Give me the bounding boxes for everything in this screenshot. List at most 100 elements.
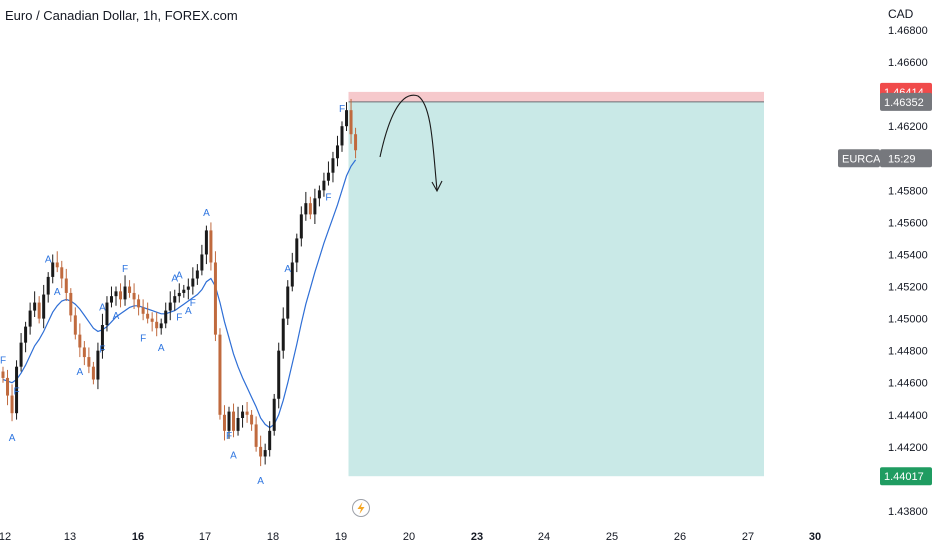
current-price-badge [880, 92, 932, 111]
signal-marker: A [158, 343, 165, 354]
candle-body [186, 286, 190, 290]
candle-body [313, 198, 317, 215]
signal-marker: F [190, 298, 196, 309]
signal-marker: A [230, 450, 237, 461]
candle-body [123, 286, 127, 300]
signal-marker: F [99, 345, 105, 356]
candle-body [236, 418, 240, 431]
target-price-badge-text: 1.44017 [884, 471, 924, 483]
candle-body [272, 398, 276, 431]
price-tick-label: 1.45400 [888, 249, 928, 261]
candle-body [195, 270, 199, 279]
candle-body [191, 278, 195, 287]
current-price-badge-text: 1.46352 [884, 97, 924, 109]
candle-body [204, 230, 208, 255]
candle-body [349, 110, 353, 135]
signal-marker: A [54, 287, 61, 298]
time-tick-label: 27 [742, 531, 754, 543]
signal-marker: A [171, 274, 178, 285]
candle-body [60, 267, 64, 279]
countdown-badge [880, 149, 932, 168]
time-tick-label: 25 [606, 531, 618, 543]
price-tick-label: 1.44800 [888, 346, 928, 358]
candle-body [37, 302, 41, 319]
candle-body [232, 411, 236, 431]
time-tick-label: 17 [199, 531, 211, 543]
candle-body [78, 334, 82, 348]
candle-body [91, 366, 95, 380]
signal-marker: F [176, 313, 182, 324]
candle-body [15, 366, 19, 414]
drawn-arrow[interactable] [379, 94, 438, 191]
moving-average-line [2, 159, 357, 429]
chart-title: Euro / Canadian Dollar, 1h, FOREX.com [5, 8, 238, 23]
candle-body [340, 126, 344, 146]
candle-body [150, 318, 154, 322]
candle-body [73, 315, 77, 335]
time-tick-label: 19 [335, 531, 347, 543]
candle-body [241, 411, 245, 419]
candle-body [87, 357, 91, 367]
candle-body [277, 350, 281, 399]
stop-loss-zone[interactable] [348, 91, 764, 102]
signal-marker: F [0, 355, 6, 366]
candle-body [250, 414, 254, 425]
candle-body [354, 134, 358, 151]
signal-marker: F [226, 431, 232, 442]
candle-body [33, 302, 37, 311]
signal-marker: A [176, 271, 183, 282]
candle-body [322, 180, 326, 191]
candle-body [326, 172, 330, 181]
candle-body [109, 296, 113, 303]
candle-body [42, 294, 46, 319]
lightning-icon[interactable] [352, 499, 370, 517]
signal-marker: F [140, 333, 146, 344]
time-tick-label: 13 [64, 531, 76, 543]
signal-marker: A [203, 208, 210, 219]
price-tick-label: 1.46800 [888, 25, 928, 37]
signal-marker: A [9, 433, 16, 444]
candle-body [281, 318, 285, 351]
candle-body [24, 326, 28, 343]
candle-body [105, 302, 109, 326]
candle-body [46, 276, 50, 295]
countdown-badge-text: 15:29 [888, 153, 916, 165]
take-profit-zone[interactable] [348, 101, 764, 477]
signal-marker: A [45, 254, 52, 265]
candle-body [82, 347, 86, 358]
candle-body [69, 292, 73, 316]
price-tick-label: 1.46600 [888, 57, 928, 69]
signal-marker: A [185, 306, 192, 317]
drawn-arrow-head [431, 180, 443, 193]
time-tick-label: 24 [538, 531, 550, 543]
price-tick-label: 1.44600 [888, 378, 928, 390]
price-tick-label: 1.45200 [888, 282, 928, 294]
time-tick-label: 16 [132, 531, 144, 543]
signal-marker: A [113, 311, 120, 322]
candle-body [268, 430, 272, 451]
price-tick-label: 1.46200 [888, 121, 928, 133]
candle-body [19, 342, 23, 367]
candle-body [51, 262, 55, 277]
candle-body [254, 424, 258, 447]
candle-body [213, 262, 217, 335]
candle-body [100, 325, 104, 351]
candle-body [10, 395, 14, 414]
candle-body [222, 414, 226, 431]
candle-body [168, 302, 172, 311]
target-price-badge [880, 467, 932, 486]
signal-marker: F [122, 264, 128, 275]
candle-body [137, 299, 141, 308]
price-tick-label: 1.45600 [888, 217, 928, 229]
price-tick-label: 1.44400 [888, 410, 928, 422]
time-tick-label: 20 [403, 531, 415, 543]
candle-body [177, 292, 181, 297]
symbol-badge [838, 149, 880, 168]
signal-marker: A [257, 476, 264, 487]
price-tick-label: 1.44200 [888, 442, 928, 454]
candle-body [55, 262, 59, 268]
candle-body [263, 450, 267, 457]
candle-body [128, 286, 132, 293]
